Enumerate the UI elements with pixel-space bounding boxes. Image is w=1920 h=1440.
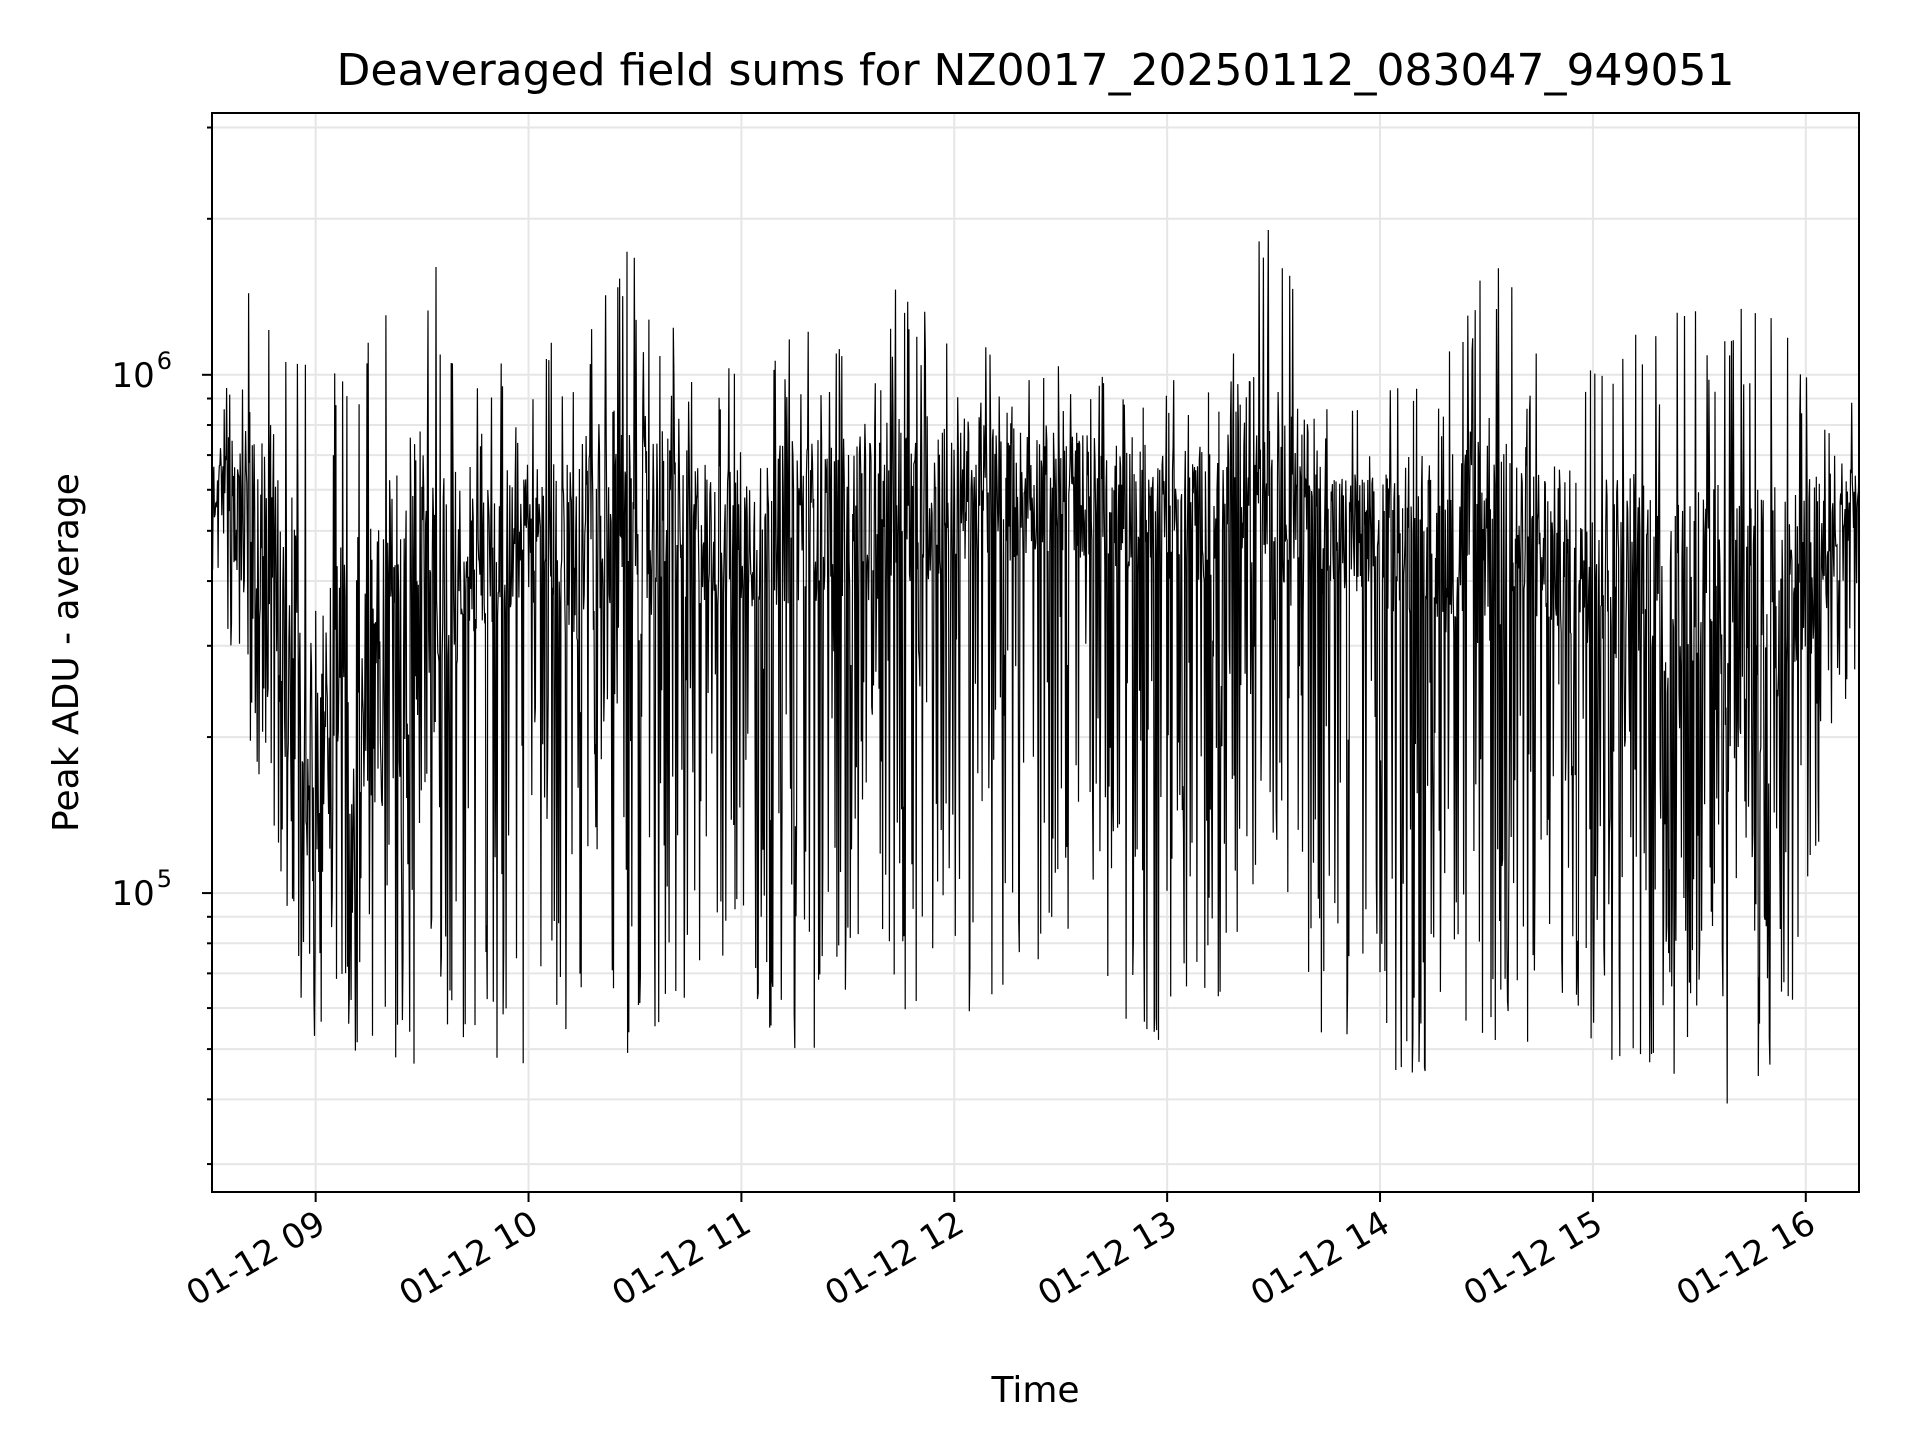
- y-tick-label: 106: [111, 347, 172, 396]
- y-tick-exponent: 6: [157, 347, 172, 375]
- y-tick-label: 105: [111, 865, 172, 914]
- plot-frame: [211, 112, 1860, 1193]
- y-tick-exponent: 5: [157, 865, 172, 893]
- chart-title: Deaveraged field sums for NZ0017_2025011…: [337, 45, 1735, 96]
- y-axis-label: Peak ADU - average: [46, 473, 87, 832]
- series-line: [211, 229, 1860, 1104]
- x-axis-label: Time: [990, 1370, 1079, 1411]
- grid-lines: [212, 113, 1859, 1192]
